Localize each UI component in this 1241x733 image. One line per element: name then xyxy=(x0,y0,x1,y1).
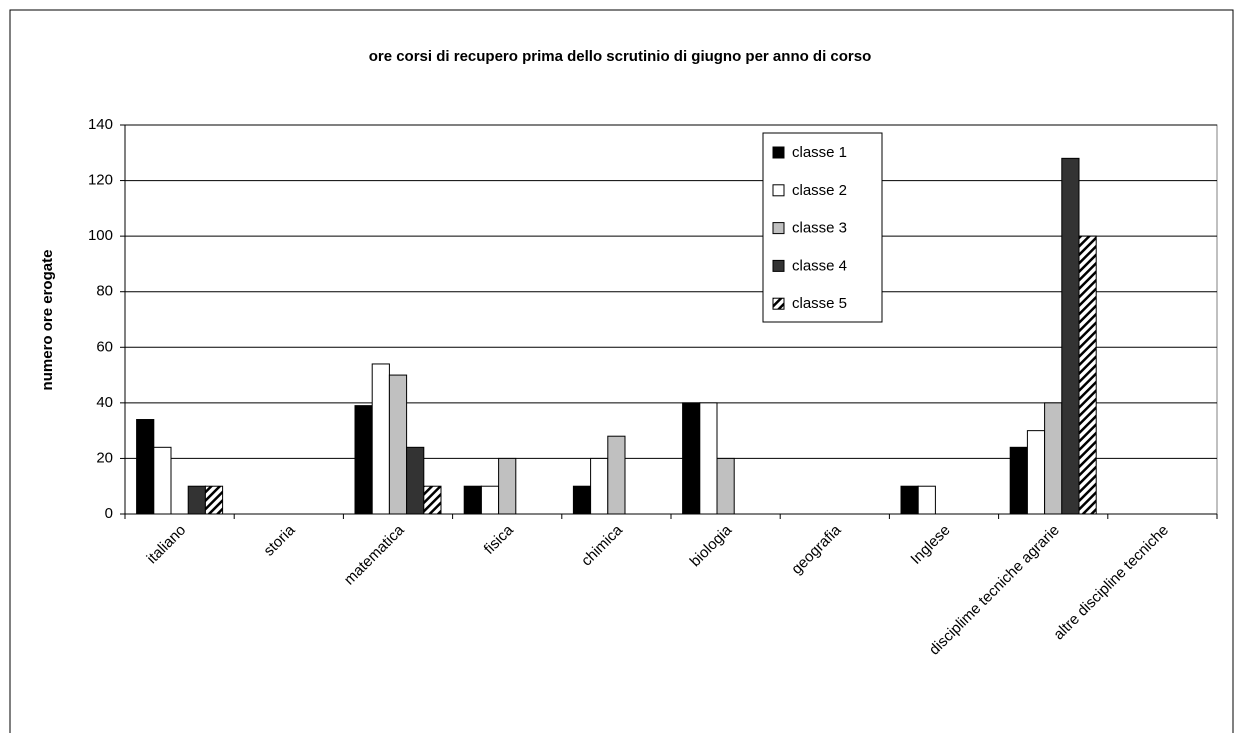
legend-swatch xyxy=(772,259,785,272)
y-tick-label: 40 xyxy=(96,394,113,411)
frame xyxy=(9,9,1234,733)
bar xyxy=(699,402,718,515)
y-tick-label: 60 xyxy=(96,338,113,355)
y-tick-label: 140 xyxy=(88,116,113,133)
bar xyxy=(371,363,390,515)
bar xyxy=(1078,235,1097,515)
bar xyxy=(480,485,500,515)
bar xyxy=(1044,402,1063,515)
bar xyxy=(682,402,701,515)
bar xyxy=(1026,430,1046,515)
y-tick-label: 120 xyxy=(88,172,113,189)
legend-label: classe 3 xyxy=(792,220,847,237)
x-tick-label: fisica xyxy=(481,521,518,558)
bar xyxy=(498,457,517,515)
bar xyxy=(204,485,224,515)
bar xyxy=(406,446,425,515)
x-tick-label: Inglese xyxy=(907,522,953,568)
bar xyxy=(423,485,442,515)
bar xyxy=(153,446,172,515)
y-axis-label: numero ore erogate xyxy=(39,250,56,391)
y-tick-label: 0 xyxy=(105,505,113,522)
legend-label: classe 2 xyxy=(792,182,847,199)
bar xyxy=(388,374,408,515)
y-tick-label: 20 xyxy=(96,449,113,466)
x-tick-label: chimica xyxy=(578,521,626,569)
bar xyxy=(572,485,592,515)
x-tick-label: geografia xyxy=(788,521,845,578)
bar xyxy=(917,485,936,515)
bar xyxy=(1009,446,1028,515)
y-tick-label: 100 xyxy=(88,227,113,244)
bar xyxy=(354,405,373,515)
legend-swatch xyxy=(772,222,785,235)
legend-swatch xyxy=(772,297,785,310)
legend-label: classe 4 xyxy=(792,257,847,274)
bar xyxy=(900,485,919,515)
legend-label: classe 5 xyxy=(792,295,847,312)
x-tick-label: matematica xyxy=(341,521,408,588)
bar xyxy=(136,419,155,515)
legend-label: classe 1 xyxy=(792,144,847,161)
x-tick-label: storia xyxy=(260,521,298,559)
x-tick-label: biologia xyxy=(687,521,736,570)
bar xyxy=(590,457,609,515)
x-tick-label: italiano xyxy=(144,522,190,568)
bar xyxy=(187,485,206,515)
bar xyxy=(463,485,482,515)
bar xyxy=(1061,157,1080,515)
chart-title: ore corsi di recupero prima dello scruti… xyxy=(369,48,872,65)
bar xyxy=(716,457,735,515)
legend-swatch xyxy=(772,184,785,197)
y-tick-label: 80 xyxy=(96,283,113,300)
bar xyxy=(607,435,626,515)
x-tick-label: altre discipline tecniche xyxy=(1050,522,1172,644)
x-tick-label: disciplime tecniche agrarie xyxy=(926,522,1063,659)
legend-swatch xyxy=(772,146,785,159)
